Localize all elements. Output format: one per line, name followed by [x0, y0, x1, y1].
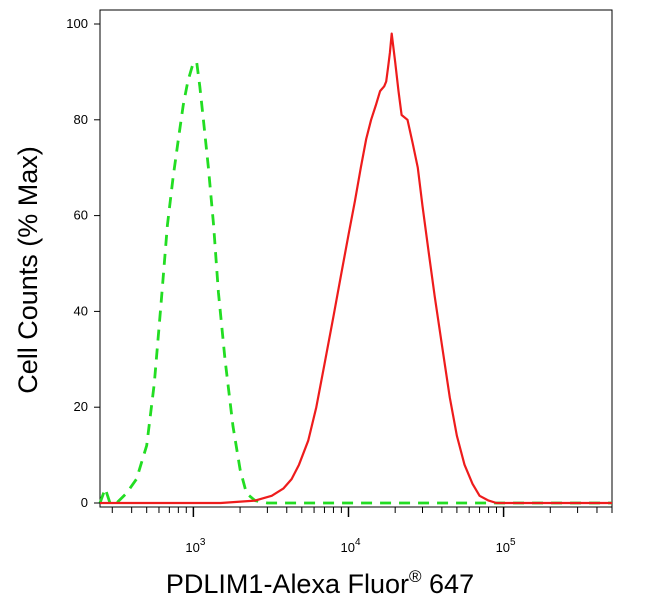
y-axis-title: Cell Counts (% Max)	[13, 146, 43, 394]
series-layer	[98, 32, 612, 505]
x-axis-title: PDLIM1-Alexa Fluor® 647	[166, 567, 474, 599]
x-tick-label: 104	[340, 537, 360, 555]
y-axis: 0 20 40 60 80 100	[66, 16, 100, 510]
x-tick-label: 105	[496, 537, 516, 555]
x-axis-title-superscript: ®	[409, 567, 422, 586]
y-tick-label: 80	[74, 112, 88, 127]
series-line-2	[100, 32, 612, 505]
y-tick-label: 100	[66, 16, 88, 31]
y-tick-label: 60	[74, 208, 88, 223]
plot-frame	[99, 9, 613, 508]
y-tick-label: 20	[74, 399, 88, 414]
x-axis: 103 104 105	[111, 507, 613, 555]
y-tick-label: 40	[74, 303, 88, 318]
series-line-1	[98, 60, 612, 505]
x-tick-label: 103	[185, 537, 205, 555]
y-tick-label: 0	[81, 495, 88, 510]
plot-border	[99, 9, 613, 508]
x-axis-title-main: PDLIM1-Alexa Fluor	[166, 569, 409, 599]
x-axis-title-suffix: 647	[422, 569, 475, 599]
